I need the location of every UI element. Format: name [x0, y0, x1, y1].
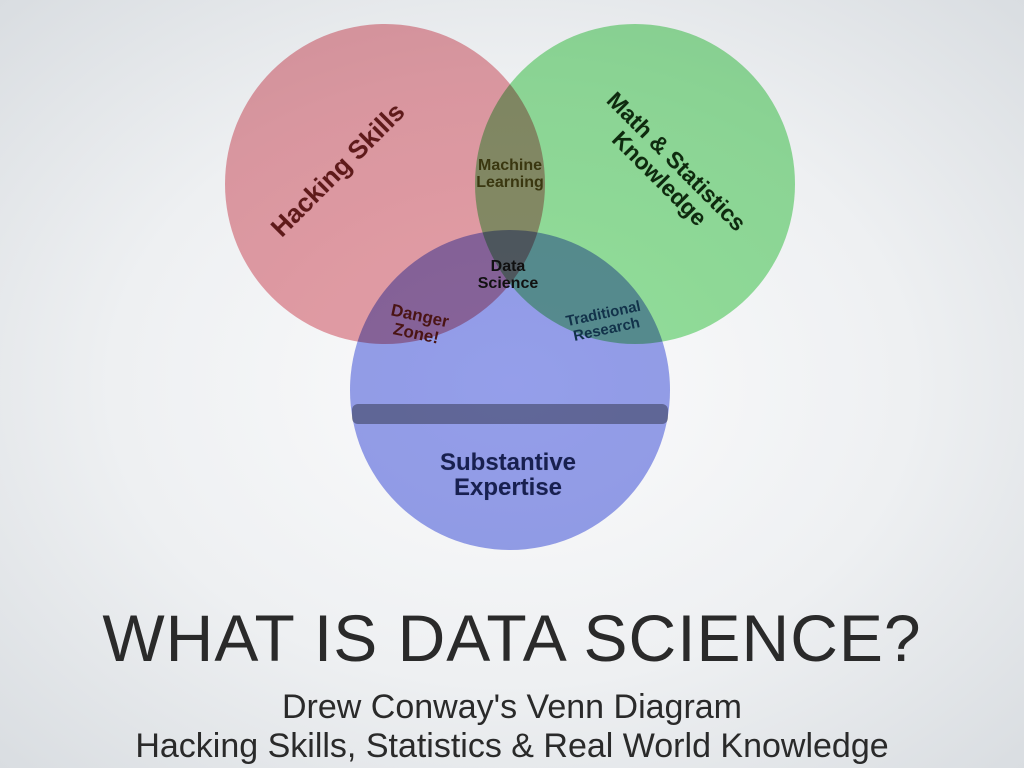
- label-data-science: Data Science: [478, 259, 538, 293]
- slide: Hacking Skills Math & Statistics Knowled…: [0, 0, 1024, 768]
- slide-subtitle: Drew Conway's Venn Diagram Hacking Skill…: [0, 688, 1024, 766]
- venn-dark-band: [352, 404, 668, 424]
- label-substantive-expertise: Substantive Expertise: [440, 450, 576, 500]
- slide-title: WHAT IS DATA SCIENCE?: [0, 600, 1024, 676]
- label-machine-learning: Machine Learning: [476, 158, 544, 192]
